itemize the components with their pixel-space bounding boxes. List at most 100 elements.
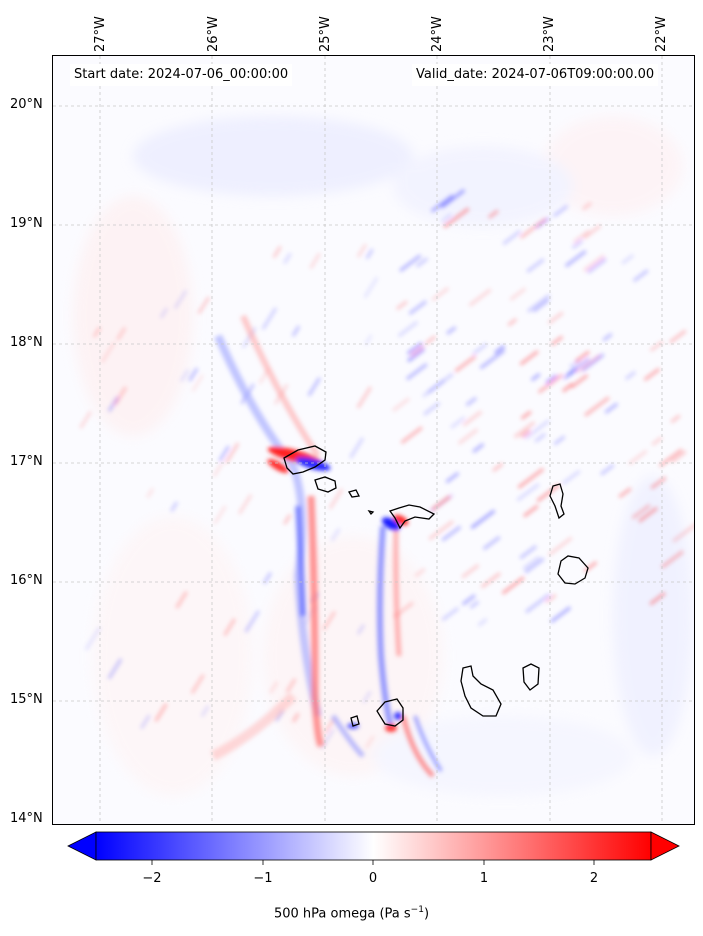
wave-streak: [268, 681, 279, 694]
lat-label-16n: 16°N: [10, 573, 43, 588]
wave-streak: [658, 448, 683, 468]
wave-streak: [116, 326, 127, 341]
wave-streak: [92, 326, 102, 338]
wave-streak: [323, 718, 335, 734]
wave-streak: [519, 544, 538, 560]
wave-streak: [283, 513, 292, 525]
wave-streak: [320, 728, 335, 750]
wave-streak: [224, 442, 240, 464]
wave-streak: [218, 445, 231, 462]
wave-streak: [365, 248, 374, 260]
wave-streak: [410, 345, 425, 357]
wave-streak: [517, 467, 545, 489]
wave-streak: [272, 245, 282, 259]
wave-streak: [213, 505, 227, 525]
wave-streak: [364, 735, 375, 749]
colorbar-tick-label: 1: [479, 871, 489, 886]
wave-streak: [261, 307, 278, 330]
wave-streak: [430, 194, 454, 213]
wave-streak: [513, 421, 536, 439]
wave-streak: [457, 428, 479, 445]
wave-streak: [397, 320, 419, 338]
island-fogo: [376, 698, 404, 727]
wave-streak: [399, 254, 422, 273]
wave-streak: [446, 326, 457, 335]
wave-streak: [400, 426, 423, 444]
wave-streak: [537, 373, 564, 394]
wave-streak: [581, 353, 605, 372]
colorbar-body: [95, 831, 652, 861]
wave-streak: [581, 201, 593, 211]
wave-streak: [107, 658, 123, 680]
wave-streak: [564, 250, 587, 268]
wave-streak: [643, 367, 661, 382]
lon-label-23w: 23°W: [542, 16, 557, 52]
convective-bands: [210, 314, 443, 778]
island-sao-nicolau: [388, 504, 436, 530]
wave-streak: [362, 690, 372, 704]
wave-streak: [422, 379, 446, 398]
start-date-text: Start date: 2024-07-06_00:00:00: [70, 64, 293, 86]
wave-streak: [407, 347, 426, 363]
wave-streak: [604, 402, 619, 414]
wave-streak: [638, 506, 658, 523]
island-sao-vicente: [314, 476, 337, 493]
island-branco: [367, 509, 375, 516]
wave-streak: [328, 488, 344, 510]
wave-streak: [431, 286, 450, 302]
wave-streak: [553, 435, 566, 446]
wave-streak: [472, 442, 485, 454]
wave-streak: [465, 396, 478, 407]
colorbar-tick-label: 2: [589, 871, 599, 886]
wave-streak: [139, 714, 151, 730]
wave-streak: [550, 335, 564, 346]
wave-streak: [479, 349, 506, 370]
wave-streak: [406, 341, 423, 355]
wave-streak: [631, 503, 651, 520]
wave-streak: [154, 703, 168, 722]
wave-streak: [223, 618, 237, 637]
wave-streak: [461, 594, 476, 606]
wave-streak: [307, 377, 321, 397]
wave-streak: [443, 207, 470, 229]
wave-streak: [424, 335, 437, 346]
wave-streak: [244, 610, 261, 633]
wave-streak: [532, 298, 550, 313]
wave-streak: [582, 224, 602, 240]
wave-streak: [502, 229, 522, 246]
island-brava: [350, 715, 360, 727]
island-boa-vista: [557, 555, 589, 585]
wave-streak: [516, 483, 540, 502]
wave-streak: [173, 289, 188, 310]
wave-streak: [395, 300, 408, 311]
wave-streak: [632, 269, 649, 283]
wave-streak: [356, 386, 372, 409]
wave-streak: [525, 593, 551, 614]
wave-streak: [651, 436, 663, 446]
wave-streak: [660, 550, 684, 569]
lon-label-22w: 22°W: [654, 16, 669, 52]
lat-label-17n: 17°N: [10, 454, 43, 469]
wave-streak: [519, 217, 547, 239]
coastlines: [283, 445, 589, 727]
wave-streak: [405, 362, 428, 381]
colorbar-tick-label: 0: [368, 871, 378, 886]
wave-streak: [450, 416, 466, 429]
wave-streak: [414, 567, 426, 578]
wave-streak: [534, 432, 547, 443]
wave-streak: [520, 429, 531, 438]
wave-streak: [536, 483, 561, 503]
valid-date-text: Valid_date: 2024-07-06T09:00:00.00: [412, 64, 659, 86]
wave-streak: [649, 591, 666, 606]
wave-streak: [330, 527, 341, 542]
wave-streak: [561, 382, 574, 393]
wave-streak: [487, 209, 499, 219]
wave-streak: [179, 369, 190, 383]
wave-streak: [523, 504, 539, 518]
wave-streak: [191, 374, 204, 393]
wave-streak: [441, 213, 453, 223]
wave-streak: [586, 257, 607, 274]
wave-streak: [672, 523, 694, 543]
wave-streak: [190, 673, 205, 694]
wave-streak: [454, 355, 477, 373]
